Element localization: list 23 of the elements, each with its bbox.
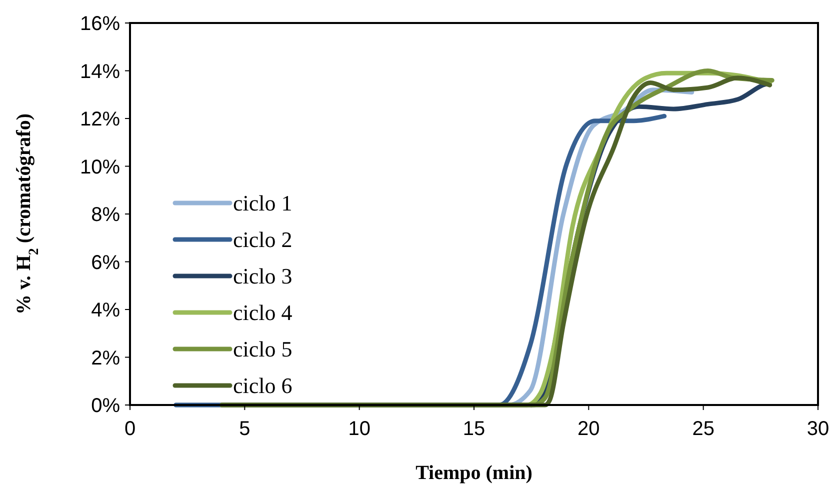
y-tick-label: 4% <box>91 300 120 322</box>
y-tick-label: 16% <box>80 13 120 35</box>
x-tick-label: 0 <box>124 418 136 440</box>
x-tick-label: 15 <box>462 418 486 440</box>
x-tick-label: 10 <box>348 418 370 440</box>
y-tick-label: 0% <box>91 395 120 417</box>
x-tick-label: 5 <box>239 418 250 440</box>
legend-label: ciclo 1 <box>233 190 292 216</box>
legend-label: ciclo 6 <box>233 373 292 398</box>
x-tick-label: 25 <box>692 418 714 440</box>
y-tick-label: 12% <box>80 108 120 130</box>
x-tick-label: 20 <box>578 418 600 440</box>
legend-label: ciclo 5 <box>233 336 292 362</box>
y-tick-label: 14% <box>80 60 120 83</box>
x-tick-label: 30 <box>806 418 829 440</box>
legend-label: ciclo 4 <box>233 300 292 326</box>
y-tick-label: 2% <box>91 347 120 370</box>
y-tick-label: 10% <box>80 156 120 178</box>
legend-label: ciclo 2 <box>233 227 292 252</box>
y-tick-label: 6% <box>91 252 120 274</box>
x-axis-title: Tiempo (min) <box>416 462 532 484</box>
y-tick-label: 8% <box>91 204 120 226</box>
legend-label: ciclo 3 <box>233 264 292 289</box>
